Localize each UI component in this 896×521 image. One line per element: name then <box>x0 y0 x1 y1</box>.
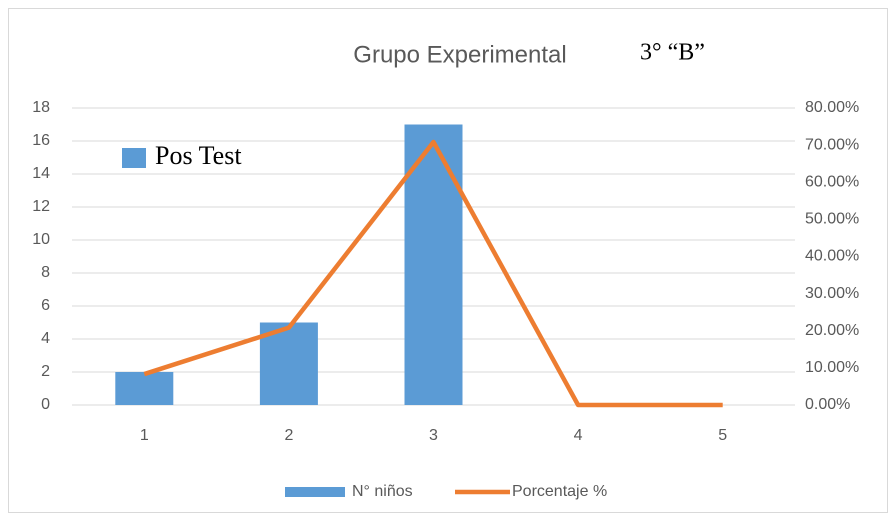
x-tick-label: 5 <box>718 427 727 444</box>
y-tick-label: 8 <box>41 264 50 281</box>
y-tick-label: 18 <box>32 99 50 116</box>
x-tick-label: 3 <box>429 427 438 444</box>
legend-swatch <box>285 487 345 497</box>
legend-label: Porcentaje % <box>512 483 607 500</box>
y2-tick-label: 0.00% <box>805 396 850 413</box>
y2-tick-label: 10.00% <box>805 359 859 376</box>
y-tick-label: 10 <box>32 231 50 248</box>
y-tick-label: 16 <box>32 132 50 149</box>
y-tick-label: 2 <box>41 363 50 380</box>
x-tick-label: 2 <box>284 427 293 444</box>
y2-tick-label: 70.00% <box>805 136 859 153</box>
bar <box>115 372 174 405</box>
chart-subtitle: 3° “B” <box>640 40 705 66</box>
y2-tick-label: 60.00% <box>805 173 859 190</box>
y-tick-label: 0 <box>41 396 50 413</box>
y2-tick-label: 30.00% <box>805 285 859 302</box>
chart-title: Grupo Experimental <box>353 41 566 68</box>
y-tick-label: 14 <box>32 165 50 182</box>
y-tick-label: 12 <box>32 198 50 215</box>
y2-tick-label: 20.00% <box>805 322 859 339</box>
line <box>143 139 723 408</box>
annotation-marker <box>122 148 146 168</box>
y-tick-label: 4 <box>41 330 50 347</box>
bar <box>259 322 318 405</box>
bar <box>404 124 463 405</box>
y-tick-label: 6 <box>41 297 50 314</box>
annotation: Pos Test <box>155 141 242 170</box>
y2-tick-label: 80.00% <box>805 99 859 116</box>
y2-tick-label: 40.00% <box>805 248 859 265</box>
y2-tick-label: 50.00% <box>805 211 859 228</box>
legend-label: N° niños <box>352 483 413 500</box>
x-tick-label: 1 <box>140 427 149 444</box>
x-tick-label: 4 <box>574 427 583 444</box>
